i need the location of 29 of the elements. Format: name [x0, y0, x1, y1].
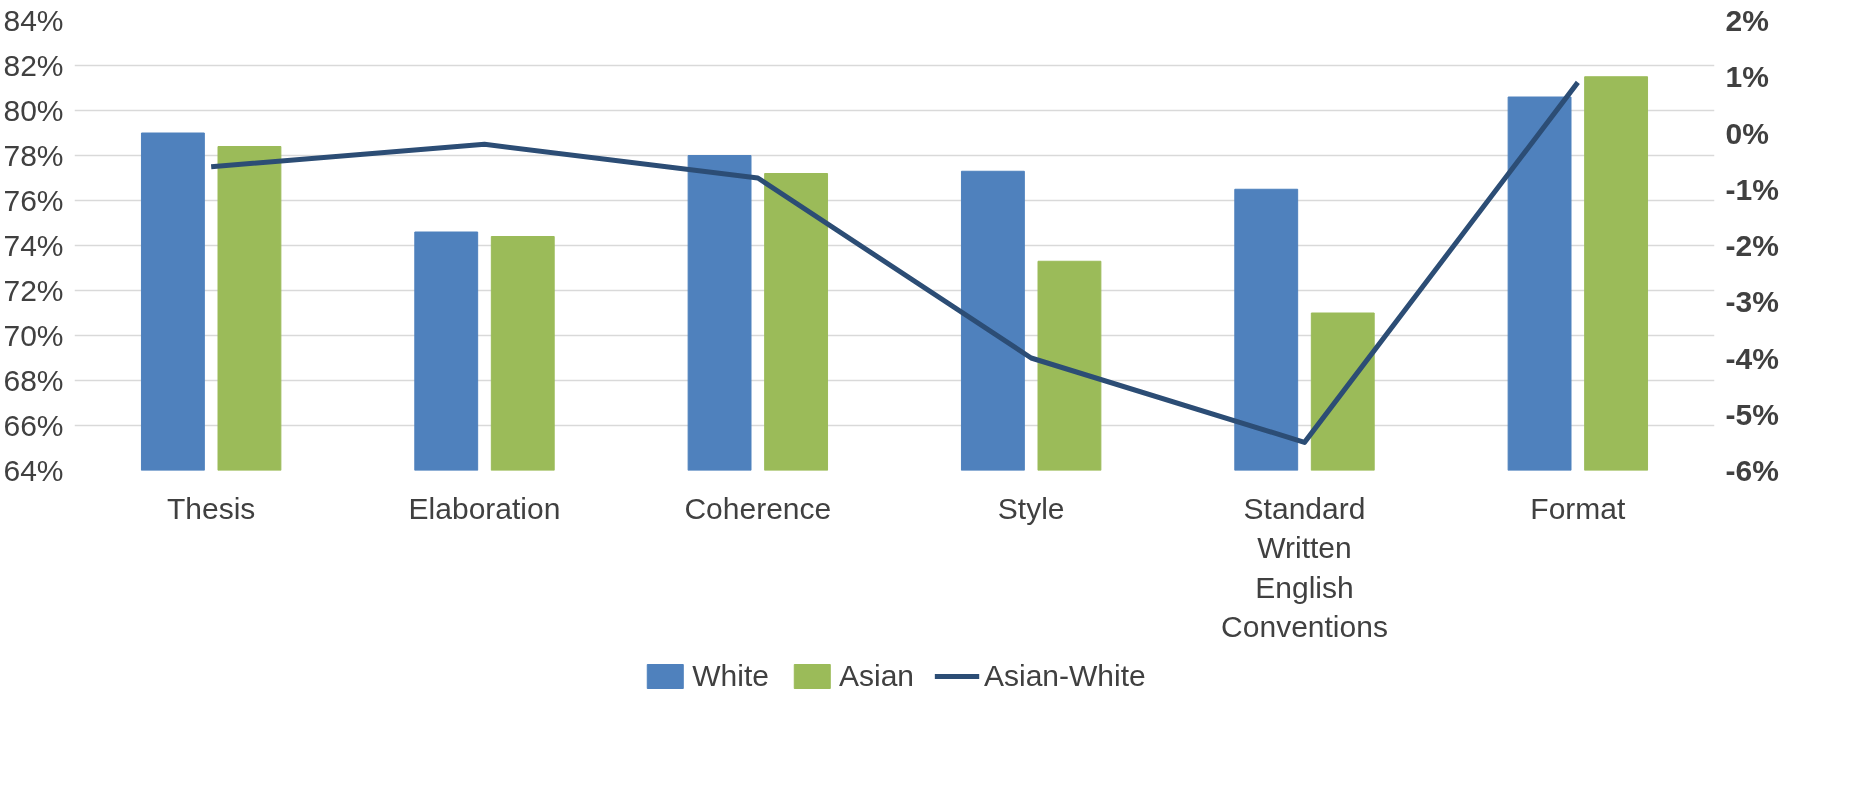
x-tick-label: Elaboration — [408, 491, 561, 525]
x-tick-label: Thesis — [166, 491, 256, 525]
x-tick-label: Coherence — [684, 491, 832, 525]
x-tick-label: Style — [997, 491, 1065, 525]
y2-tick-label: -6% — [1725, 454, 1779, 487]
y2-tick-label: 0% — [1725, 116, 1769, 150]
y-tick-label: 64% — [3, 454, 64, 487]
y-tick-label: 72% — [3, 274, 64, 307]
y-tick-label: 82% — [3, 49, 64, 82]
x-tick-label: Standard Written English Conventions — [1221, 491, 1388, 644]
y2-tick-label: 2% — [1725, 4, 1769, 37]
y-tick-label: 76% — [3, 184, 64, 217]
y-tick-label: 84% — [3, 4, 64, 37]
y-tick-label: 74% — [3, 229, 64, 262]
y-tick-label: 68% — [3, 364, 64, 397]
legend-label: Asian — [838, 659, 915, 693]
y-tick-label: 78% — [3, 139, 64, 172]
x-tick-label: Format — [1530, 491, 1626, 525]
y2-tick-label: -1% — [1725, 172, 1779, 206]
y2-tick-label: -5% — [1725, 397, 1779, 431]
y-tick-label: 66% — [3, 409, 64, 442]
y-tick-label: 70% — [3, 319, 64, 352]
y2-tick-label: -3% — [1725, 285, 1779, 319]
y2-tick-label: -4% — [1725, 341, 1779, 375]
y2-tick-label: -2% — [1725, 229, 1779, 262]
legend-label: Asian-White — [984, 659, 1146, 693]
y-tick-label: 80% — [3, 94, 64, 127]
legend-label: White — [692, 659, 769, 693]
y2-tick-label: 1% — [1725, 60, 1769, 94]
